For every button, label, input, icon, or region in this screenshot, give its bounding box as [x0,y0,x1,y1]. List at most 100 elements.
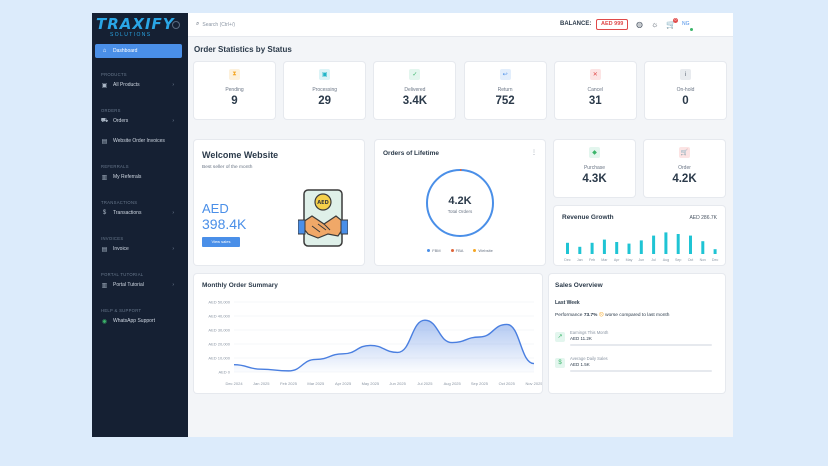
sidebar-section-label: TRANSACTIONS [101,200,138,205]
sidebar-item-orders[interactable]: ⛟ Orders › [95,114,182,128]
theme-sun-icon[interactable]: ☼ [651,20,659,29]
monthly-title: Monthly Order Summary [202,282,278,289]
search-input[interactable]: Search (Ctrl+/) [202,21,236,28]
stat-label: On-hold [676,87,695,93]
balance-label: BALANCE: [560,21,592,27]
sidebar-section-label: PRODUCTS [101,72,127,77]
revenue-tick-label: Jan [577,258,583,262]
stat-card-on-hold[interactable]: i On-hold 0 [645,62,726,119]
cart-icon: 🛒 [679,147,690,158]
check-icon: ✓ [409,69,421,80]
sales-period: Last Week [555,300,580,306]
welcome-amount: 398.4K [202,216,247,232]
x-tick-label: Feb 2025 [280,381,298,386]
revenue-bar [615,242,619,254]
app-window: TRAXIFY SOLUTIONS ⌂ Dashboard PRODUCTS ▣ All… [92,13,733,437]
logo-text: TRAXIFY [96,15,175,33]
revenue-bar [627,243,631,254]
sidebar-item-website-order-invoices[interactable]: ▤ Website Order Invoices [95,134,182,148]
referrals-icon: ▥ [101,174,108,181]
stat-card-delivered[interactable]: ✓ Delivered 3.4K [374,62,456,119]
sidebar-item-portal-tutorial[interactable]: ▥ Portal Tutorial › [95,278,182,292]
revenue-bar [602,239,606,254]
stat-card-return[interactable]: ↩ Return 752 [464,62,546,119]
sidebar-item-invoice[interactable]: ▤ Invoice › [95,242,182,256]
sidebar-item-label: WhatsApp Support [113,318,155,324]
stat-card-pending[interactable]: ⧗ Pending 9 [194,62,275,119]
sidebar-item-label: Orders [113,118,129,124]
monthly-summary-card: Monthly Order Summary AED 0 AED 10,000 AED… [194,274,542,393]
whatsapp-icon: ◉ [101,318,108,325]
revenue-tick-label: Dec [712,258,719,262]
order-card: 🛒 Order 4.2K [644,140,725,197]
lifetime-legend: FBM FBA Website [375,248,545,253]
sidebar-item-label: All Products [113,82,140,88]
revenue-bar [676,234,680,254]
globe-icon[interactable]: ◍ [636,20,643,29]
x-tick-label: Jun 2025 [389,381,406,386]
legend-swatch [450,249,454,253]
x-tick-label: Mar 2025 [307,381,325,386]
chevron-right-icon: › [172,210,174,216]
avatar[interactable]: NG [682,21,690,27]
processing-icon: ▣ [319,69,331,80]
legend-label: FBM [432,248,441,253]
sales-overview-title: Sales Overview [555,282,603,289]
revenue-tick-label: Feb [589,258,595,262]
purchase-label: Purchase [583,165,606,171]
legend-label: Website [478,248,493,253]
search-icon: ⌕ [196,21,200,27]
performance-suffix: worse compared to last month [605,313,670,318]
more-options-icon[interactable]: ⋮ [531,150,537,156]
handshake-illustration: AED [298,189,348,247]
legend-item: Website [473,248,493,253]
sidebar-section-label: PORTAL TUTORIAL [101,272,144,277]
dollar-icon: $ [102,210,107,216]
sad-face-icon: ☹ [598,313,604,318]
logo[interactable]: TRAXIFY SOLUTIONS [96,15,174,43]
trend-icon: ↗ [555,332,565,342]
balance-value[interactable]: AED 999 [596,19,629,30]
page-title: Order Statistics by Status [194,45,292,54]
chevron-right-icon: › [172,82,174,88]
box-icon: ▣ [101,82,108,89]
revenue-bar [701,241,705,254]
sidebar-section-label: REFERRALS [101,164,129,169]
search-box[interactable]: ⌕ Search (Ctrl+/) [196,21,235,28]
stat-card-processing[interactable]: ▣ Processing 29 [284,62,366,119]
sidebar-item-whatsapp-support[interactable]: ◉ WhatsApp Support [95,314,182,328]
welcome-card: Welcome Website Best seller of the month… [194,140,364,265]
stat-label: Processing [312,87,338,93]
revenue-tick-label: Sep [675,258,681,262]
chevron-right-icon: › [172,118,174,124]
welcome-subtitle: Best seller of the month [202,165,253,170]
sidebar-item-my-referrals[interactable]: ▥ My Referrals [95,170,182,184]
return-icon: ↩ [499,69,511,80]
cart-icon[interactable]: 🛒 [666,20,676,29]
stat-value: 0 [682,95,689,107]
sidebar-item-dashboard[interactable]: ⌂ Dashboard [95,44,182,58]
view-sales-button[interactable]: View sales [202,237,240,247]
invoice-icon: ▤ [101,138,108,145]
sidebar-item-label: Dashboard [113,48,138,54]
book-icon: ▥ [101,282,108,289]
revenue-tick-label: May [626,258,633,262]
legend-swatch [427,249,431,253]
performance-value: 73.7% [583,313,598,318]
stat-value: 29 [318,95,332,107]
x-tick-label: Aug 2025 [444,381,462,386]
sidebar-item-all-products[interactable]: ▣ All Products › [95,78,182,92]
legend-item: FBA [450,248,463,253]
x-tick-label: Jan 2025 [253,381,270,386]
sidebar-toggle-icon[interactable] [172,21,180,29]
lifetime-sub: Total Orders [447,209,473,214]
revenue-growth-card: Revenue Growth AED 286.7K Dec Jan Feb Mar Ap… [554,206,725,265]
stat-card-cancel[interactable]: ✕ Cancel 31 [554,62,636,119]
revenue-tick-label: Apr [614,258,620,262]
sidebar-item-transactions[interactable]: $ Transactions › [95,206,182,220]
legend-swatch [473,249,477,253]
x-tick-label: Oct 2025 [499,381,516,386]
stat-label: Cancel [587,87,604,93]
sidebar-item-label: Invoice [113,246,129,252]
revenue-title: Revenue Growth [562,214,614,221]
